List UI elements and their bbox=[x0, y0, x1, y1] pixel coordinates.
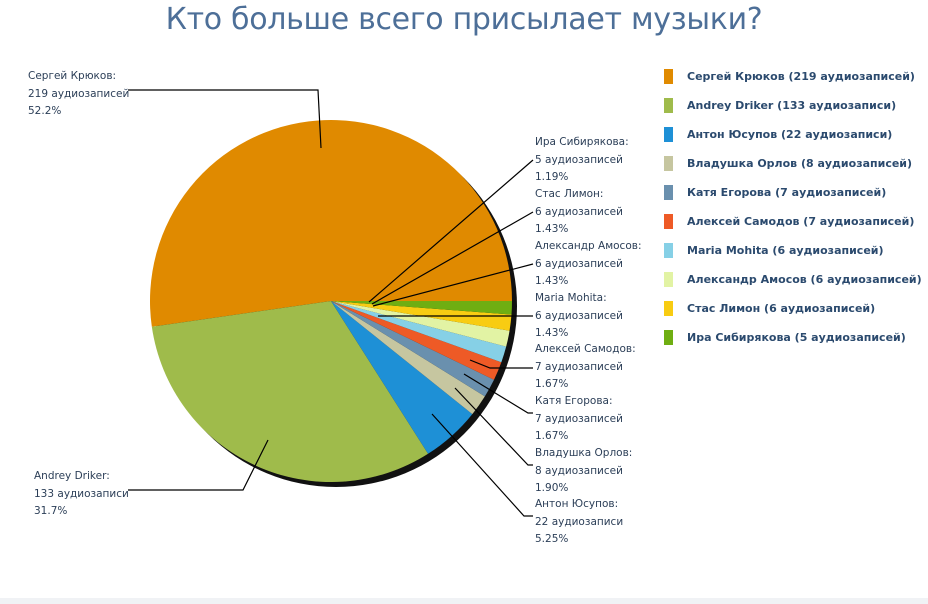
legend-label: Сергей Крюков (219 аудиозаписей) bbox=[687, 70, 915, 83]
legend-label: Maria Mohita (6 аудиозаписей) bbox=[687, 244, 884, 257]
legend-item: Алексей Самодов (7 аудиозаписей) bbox=[664, 207, 922, 236]
pie-slice bbox=[331, 301, 507, 363]
legend-swatch bbox=[664, 98, 673, 113]
data-label-name: Алексей Самодов: bbox=[535, 343, 636, 355]
data-label-count: 7 аудиозаписей bbox=[535, 360, 623, 373]
data-label-percent: 1.43% bbox=[535, 275, 569, 287]
pie-slice bbox=[331, 301, 473, 454]
data-label-count: 219 аудиозаписей bbox=[28, 87, 130, 100]
data-label-percent: 1.67% bbox=[535, 430, 569, 442]
legend-item: Катя Егорова (7 аудиозаписей) bbox=[664, 178, 922, 207]
legend-item: Andrey Driker (133 аудиозаписи) bbox=[664, 91, 922, 120]
legend-swatch bbox=[664, 185, 673, 200]
data-label-percent: 1.43% bbox=[535, 327, 569, 339]
data-label-percent: 52.2% bbox=[28, 105, 62, 117]
data-label-name: Стас Лимон: bbox=[535, 188, 604, 200]
data-label-count: 22 аудиозаписи bbox=[535, 515, 624, 528]
leader-line bbox=[368, 159, 534, 303]
legend-swatch bbox=[664, 127, 673, 142]
legend-item: Maria Mohita (6 аудиозаписей) bbox=[664, 236, 922, 265]
legend-item: Ира Сибирякова (5 аудиозаписей) bbox=[664, 323, 922, 352]
data-label: Александр Амосов: 6 аудиозаписей 1.43% bbox=[535, 238, 641, 291]
leader-line bbox=[454, 387, 533, 466]
data-label: Антон Юсупов: 22 аудиозаписи 5.25% bbox=[535, 496, 623, 549]
data-label: Стас Лимон: 6 аудиозаписей 1.43% bbox=[535, 186, 623, 239]
legend-swatch bbox=[664, 69, 673, 84]
chart-title: Кто больше всего присылает музыки? bbox=[165, 2, 763, 37]
leader-line bbox=[431, 413, 533, 517]
data-label-percent: 1.19% bbox=[535, 171, 569, 183]
data-label-count: 6 аудиозаписей bbox=[535, 257, 623, 270]
data-label: Ира Сибирякова: 5 аудиозаписей 1.19% bbox=[535, 134, 629, 187]
data-label-name: Andrey Driker: bbox=[34, 470, 110, 482]
legend-label: Антон Юсупов (22 аудиозаписи) bbox=[687, 128, 893, 141]
legend-swatch bbox=[664, 272, 673, 287]
data-label: Andrey Driker: 133 аудиозаписи 31.7% bbox=[34, 468, 129, 521]
legend-swatch bbox=[664, 243, 673, 258]
data-label-name: Сергей Крюков: bbox=[28, 70, 117, 82]
legend-label: Алексей Самодов (7 аудиозаписей) bbox=[687, 215, 915, 228]
leader-line bbox=[128, 439, 269, 491]
legend-item: Стас Лимон (6 аудиозаписей) bbox=[664, 294, 922, 323]
data-label-percent: 5.25% bbox=[535, 533, 569, 545]
leader-line bbox=[463, 373, 533, 414]
legend-label: Ира Сибирякова (5 аудиозаписей) bbox=[687, 331, 906, 344]
leader-line bbox=[371, 211, 534, 305]
data-label-count: 8 аудиозаписей bbox=[535, 464, 623, 477]
data-label-count: 6 аудиозаписей bbox=[535, 205, 623, 218]
data-label-percent: 1.43% bbox=[535, 223, 569, 235]
data-label: Владушка Орлов: 8 аудиозаписей 1.90% bbox=[535, 445, 632, 498]
legend-label: Стас Лимон (6 аудиозаписей) bbox=[687, 302, 876, 315]
legend-label: Владушка Орлов (8 аудиозаписей) bbox=[687, 157, 913, 170]
leader-line bbox=[469, 359, 533, 369]
legend-item: Владушка Орлов (8 аудиозаписей) bbox=[664, 149, 922, 178]
legend-swatch bbox=[664, 330, 673, 345]
data-label-name: Владушка Орлов: bbox=[535, 447, 633, 459]
pie-slice bbox=[331, 301, 502, 380]
data-label: Maria Mohita: 6 аудиозаписей 1.43% bbox=[535, 290, 623, 343]
data-label-count: 7 аудиозаписей bbox=[535, 412, 623, 425]
data-label-name: Антон Юсупов: bbox=[535, 498, 619, 510]
data-label-name: Александр Амосов: bbox=[535, 240, 642, 252]
legend-label: Катя Егорова (7 аудиозаписей) bbox=[687, 186, 887, 199]
pie-slice bbox=[150, 120, 512, 327]
data-label-name: Катя Егорова: bbox=[535, 395, 613, 407]
pie-slice bbox=[331, 301, 510, 347]
legend-item: Сергей Крюков (219 аудиозаписей) bbox=[664, 62, 922, 91]
data-label-name: Ира Сибирякова: bbox=[535, 136, 629, 148]
pie-slice bbox=[331, 301, 512, 315]
legend-label: Александр Амосов (6 аудиозаписей) bbox=[687, 273, 922, 286]
legend: Сергей Крюков (219 аудиозаписей) Andrey D… bbox=[664, 62, 922, 352]
pie-slice bbox=[331, 301, 494, 397]
data-label-name: Maria Mohita: bbox=[535, 292, 607, 304]
data-label-percent: 1.90% bbox=[535, 482, 569, 494]
pie-slice bbox=[151, 301, 429, 482]
data-label-count: 133 аудиозаписи bbox=[34, 487, 129, 500]
legend-item: Александр Амосов (6 аудиозаписей) bbox=[664, 265, 922, 294]
leader-line bbox=[372, 263, 534, 307]
pie-slice bbox=[331, 301, 485, 415]
data-label-count: 5 аудиозаписей bbox=[535, 153, 623, 166]
data-label: Алексей Самодов: 7 аудиозаписей 1.67% bbox=[535, 341, 636, 394]
legend-item: Антон Юсупов (22 аудиозаписи) bbox=[664, 120, 922, 149]
data-label-count: 6 аудиозаписей bbox=[535, 309, 623, 322]
data-label-percent: 1.67% bbox=[535, 378, 569, 390]
data-label: Катя Егорова: 7 аудиозаписей 1.67% bbox=[535, 393, 623, 446]
leader-line bbox=[128, 89, 322, 149]
data-label: Сергей Крюков: 219 аудиозаписей 52.2% bbox=[28, 68, 129, 121]
legend-swatch bbox=[664, 301, 673, 316]
bottom-bar bbox=[0, 598, 928, 604]
legend-swatch bbox=[664, 156, 673, 171]
data-label-percent: 31.7% bbox=[34, 505, 68, 517]
legend-label: Andrey Driker (133 аудиозаписи) bbox=[687, 99, 897, 112]
legend-swatch bbox=[664, 214, 673, 229]
